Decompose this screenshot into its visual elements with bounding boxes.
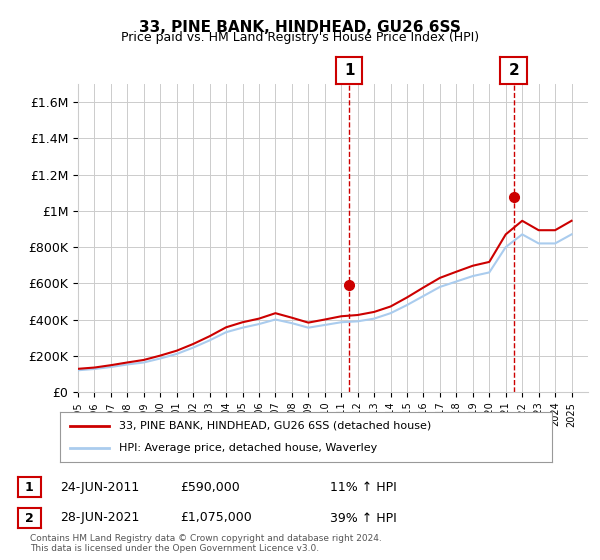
Text: 24-JUN-2011: 24-JUN-2011 <box>60 480 139 494</box>
Text: 2: 2 <box>25 511 34 525</box>
Text: 28-JUN-2021: 28-JUN-2021 <box>60 511 139 525</box>
Text: 33, PINE BANK, HINDHEAD, GU26 6SS (detached house): 33, PINE BANK, HINDHEAD, GU26 6SS (detac… <box>119 421 431 431</box>
Text: Contains HM Land Registry data © Crown copyright and database right 2024.
This d: Contains HM Land Registry data © Crown c… <box>30 534 382 553</box>
Text: 33, PINE BANK, HINDHEAD, GU26 6SS: 33, PINE BANK, HINDHEAD, GU26 6SS <box>139 20 461 35</box>
Text: 1: 1 <box>25 480 34 494</box>
Text: HPI: Average price, detached house, Waverley: HPI: Average price, detached house, Wave… <box>119 443 377 453</box>
Text: 11% ↑ HPI: 11% ↑ HPI <box>330 480 397 494</box>
Text: £1,075,000: £1,075,000 <box>180 511 252 525</box>
Text: Price paid vs. HM Land Registry's House Price Index (HPI): Price paid vs. HM Land Registry's House … <box>121 31 479 44</box>
Text: 2: 2 <box>508 63 519 78</box>
Text: 39% ↑ HPI: 39% ↑ HPI <box>330 511 397 525</box>
Text: 1: 1 <box>344 63 355 78</box>
Text: £590,000: £590,000 <box>180 480 240 494</box>
